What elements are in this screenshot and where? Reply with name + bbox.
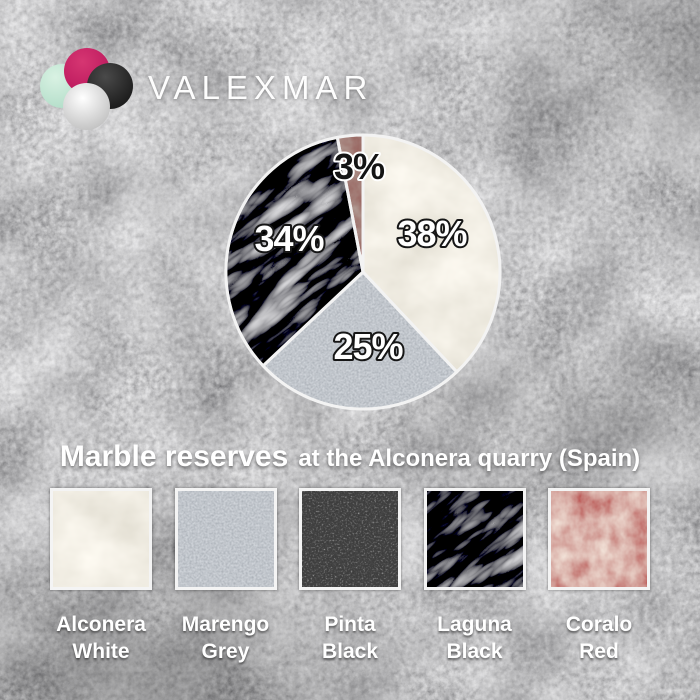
brand-logo: VALEXMAR [40, 48, 640, 143]
swatch-image-marengo-grey [174, 488, 277, 590]
chart-title-detail: at the Alconera quarry (Spain) [298, 445, 641, 472]
swatch-image-laguna-black [423, 488, 526, 590]
swatch-coralo-red: Coralo Red [548, 488, 650, 665]
pie-label-laguna-black: 34% [254, 218, 324, 259]
swatch-row: Alconera White Marengo Grey Pinta Black [50, 488, 650, 665]
pie-slice-borders [224, 133, 502, 411]
swatch-image-alconera-white [50, 488, 152, 590]
swatch-label: Marengo Grey [181, 613, 270, 663]
swatch-label: Alconera White [56, 613, 146, 663]
swatch-image-pinta-black [299, 488, 401, 590]
brand-wordmark: VALEXMAR [148, 69, 374, 106]
swatch-alconera-white: Alconera White [50, 488, 152, 665]
swatch-marengo-grey: Marengo Grey [174, 488, 277, 665]
swatch-label: Coralo Red [565, 613, 633, 663]
logo-circle-silver-icon [63, 83, 110, 130]
chart-title: Marble reserves at the Alconera quarry (… [0, 440, 700, 474]
swatch-label: Laguna Black [437, 613, 512, 663]
swatch-laguna-black: Laguna Black [423, 488, 526, 665]
pie-label-marengo-grey: 25% [333, 326, 403, 367]
chart-title-emphasis: Marble reserves [59, 440, 289, 473]
swatch-label: Pinta Black [321, 613, 379, 663]
pie-label-alconera-white: 38% [397, 213, 467, 254]
pie-chart: 38% 25% 34% 3% [224, 133, 502, 411]
swatch-pinta-black: Pinta Black [299, 488, 401, 665]
swatch-image-coralo-red [548, 488, 650, 590]
pie-label-coralo-red: 3% [334, 146, 385, 187]
